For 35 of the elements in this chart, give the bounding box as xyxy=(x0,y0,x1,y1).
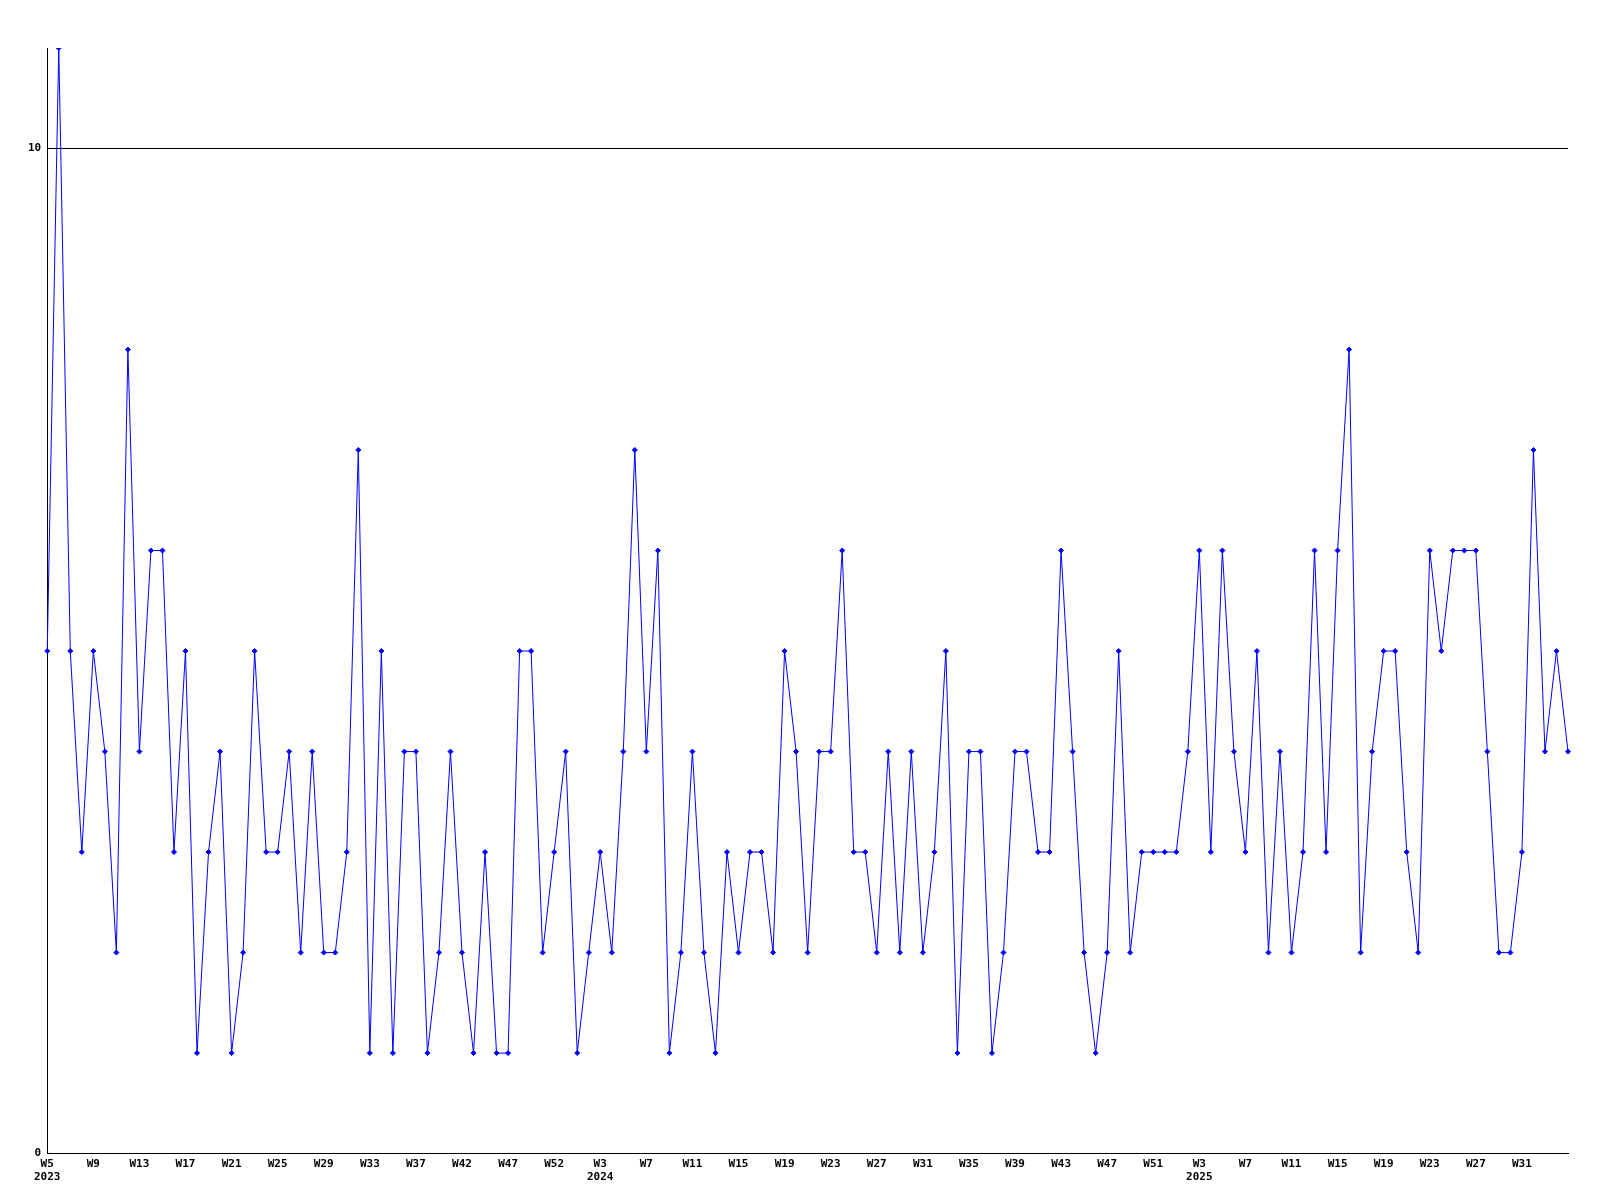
x-tick-label: W51 xyxy=(1143,1157,1164,1171)
x-tick-label: W33 xyxy=(359,1157,380,1171)
x-tick-label: W19 xyxy=(774,1157,795,1171)
x-tick-label: W27 xyxy=(866,1157,887,1171)
x-tick-label: W43 xyxy=(1051,1157,1072,1171)
x-tick-label: W37 xyxy=(405,1157,426,1171)
x-tick-label: W27 xyxy=(1465,1157,1486,1171)
x-tick-label: W17 xyxy=(175,1157,196,1171)
x-tick-label: W23 xyxy=(820,1157,841,1171)
x-tick-label: W25 xyxy=(267,1157,288,1171)
x-tick-label: W52 xyxy=(544,1157,565,1171)
x-tick-label: W5 2023 xyxy=(34,1157,61,1184)
x-tick-label: W13 xyxy=(129,1157,150,1171)
x-tick-label: W7 xyxy=(1238,1157,1253,1171)
x-tick-label: W29 xyxy=(313,1157,334,1171)
x-tick-label: W15 xyxy=(728,1157,749,1171)
y-tick-label: 0 xyxy=(34,1146,42,1160)
x-tick-label: W11 xyxy=(682,1157,703,1171)
y-tick-label: 10 xyxy=(28,141,42,155)
x-tick-label: W39 xyxy=(1005,1157,1025,1171)
x-tick-label: W3 2024 xyxy=(587,1157,614,1184)
x-tick-label: W47 xyxy=(1097,1157,1118,1171)
x-tick-label: W31 xyxy=(1511,1157,1533,1171)
x-tick-label: W23 xyxy=(1419,1157,1440,1171)
x-tick-label: W15 xyxy=(1327,1157,1348,1171)
x-tick-label: W42 xyxy=(452,1157,472,1171)
x-tick-label: W47 xyxy=(498,1157,519,1171)
x-tick-label: W21 xyxy=(221,1157,242,1171)
x-tick-label: W3 2025 xyxy=(1186,1157,1213,1184)
x-tick-label: W7 xyxy=(639,1157,653,1171)
x-tick-label: W11 xyxy=(1281,1157,1302,1171)
x-tick-label: W19 xyxy=(1373,1157,1394,1171)
x-tick-label: W31 xyxy=(912,1157,934,1171)
x-tick-label: W9 xyxy=(86,1157,100,1171)
x-tick-label: W35 xyxy=(958,1157,979,1171)
